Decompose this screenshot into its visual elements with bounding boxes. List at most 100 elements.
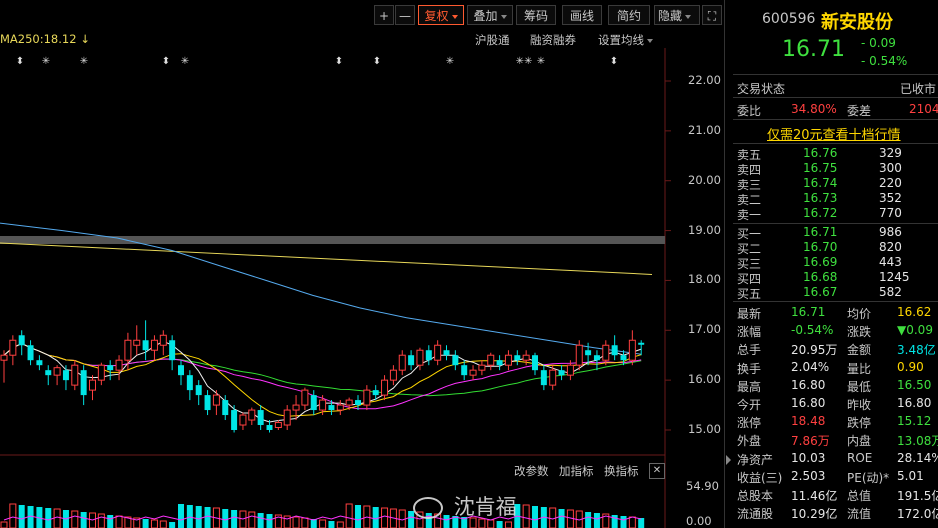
ask-price: 16.73: [803, 191, 838, 205]
candle-body-up: [504, 354, 512, 366]
volume-bar-down: [558, 509, 565, 528]
close-volume-button[interactable]: ✕: [649, 463, 665, 479]
volume-bar-down: [18, 505, 25, 528]
candle-body-up: [549, 369, 557, 386]
stat-label: 流值: [847, 507, 872, 522]
zoom-in-button[interactable]: +: [374, 5, 394, 25]
candle-body-down: [310, 395, 317, 411]
candle-body-down: [540, 370, 547, 386]
event-marker: ✳: [181, 56, 189, 67]
volume-bar-up: [522, 504, 530, 528]
stat-label: 内盘: [847, 434, 872, 449]
y-axis-tick-label: 18.00: [688, 272, 721, 287]
candle-body-up: [628, 339, 636, 361]
chart-area[interactable]: + — 复权 叠加 筹码 画线 简约 隐藏 ⛶ MA250:18.12 ↓ 沪股…: [0, 0, 722, 528]
volume-bar-down: [178, 504, 184, 528]
volume-bar-down: [107, 515, 114, 528]
panel-collapse-handle[interactable]: [724, 0, 733, 528]
candle-body-down: [266, 425, 273, 430]
candle-body-up: [283, 409, 291, 426]
expand-button[interactable]: ⛶: [702, 5, 722, 25]
ma250-line: [0, 242, 653, 275]
chevron-down-icon: [500, 14, 507, 19]
stat-label: 涨幅: [737, 325, 762, 340]
switch-indicator-button[interactable]: 换指标: [604, 464, 639, 478]
candle-body-up: [71, 364, 79, 386]
rongzi-link[interactable]: 融资融券: [530, 33, 576, 47]
ask-label: 卖四: [737, 163, 762, 177]
candle-body-down: [355, 400, 361, 406]
stat-label: 总股本: [737, 489, 774, 503]
volume-bar-down: [408, 511, 415, 528]
ask-volume: 300: [879, 161, 902, 175]
hugutong-link[interactable]: 沪股通: [475, 33, 510, 47]
yincang-button[interactable]: 隐藏: [654, 5, 700, 25]
volume-bar-up: [345, 503, 353, 528]
divider: [733, 97, 938, 98]
ask-label: 卖一: [737, 208, 762, 222]
chevron-down-icon: [647, 38, 653, 43]
volume-bar-down: [611, 515, 618, 528]
chouma-button[interactable]: 筹码: [516, 5, 556, 25]
huaxian-button[interactable]: 画线: [562, 5, 602, 25]
stat-value: 2.503: [791, 468, 826, 483]
promo-link[interactable]: 仅需20元查看十档行情: [767, 128, 901, 143]
stat-label: 涨停: [737, 416, 762, 431]
set-ma-label: 设置均线: [598, 33, 644, 47]
fuquan-label: 复权: [424, 9, 449, 23]
volume-ma-line: [3, 515, 642, 521]
candle-body-down: [62, 370, 69, 381]
stat-label: 净资产: [737, 452, 774, 467]
zoom-out-button[interactable]: —: [395, 5, 415, 25]
bid-label: 买二: [737, 242, 762, 256]
jianyue-button[interactable]: 简约: [608, 5, 650, 25]
divider: [733, 74, 938, 75]
candle-body-down: [328, 405, 335, 411]
weicha-value: 2104: [909, 102, 938, 116]
volume-bar-down: [452, 516, 459, 528]
webi-label: 委比: [737, 104, 762, 118]
bid-volume: 1245: [879, 270, 910, 284]
stat-value: 15.12: [897, 414, 932, 429]
volume-bar-down: [328, 521, 335, 528]
volume-bar-down: [27, 506, 34, 528]
stat-label: 收益(三): [737, 470, 783, 485]
candle-body-up: [0, 354, 8, 361]
candle-body-up: [159, 334, 167, 346]
volume-bar-up: [487, 519, 495, 528]
volume-bar-up: [478, 518, 486, 528]
ma60-line: [0, 222, 642, 355]
candle-body-up: [292, 404, 300, 411]
candle-body-up: [301, 389, 309, 406]
candle-body-up: [319, 399, 327, 411]
diejia-dropdown[interactable]: 叠加: [467, 5, 513, 25]
candle-body-down: [18, 335, 25, 346]
ask-price: 16.74: [803, 176, 838, 190]
candle-body-up: [53, 367, 61, 376]
volume-bar-up: [248, 511, 256, 528]
volume-bar-down: [195, 506, 202, 528]
fuquan-dropdown[interactable]: 复权: [418, 5, 464, 25]
candle-body-up: [381, 379, 389, 396]
add-indicator-button[interactable]: 加指标: [559, 464, 594, 478]
candle-body-down: [514, 355, 521, 361]
watermark-text: 沈肯福: [453, 495, 517, 519]
candle-body-down: [452, 355, 459, 366]
bid-label: 买三: [737, 257, 762, 271]
volume-bar-up: [301, 517, 309, 528]
stat-label: 金额: [847, 343, 872, 358]
candle-body-down: [585, 350, 592, 356]
volume-bar-down: [310, 519, 317, 528]
change-param-button[interactable]: 改参数: [514, 464, 549, 478]
chevron-down-icon: [451, 14, 458, 19]
volume-bar-down: [204, 507, 211, 528]
candle-body-down: [222, 400, 229, 416]
stat-value: 16.50: [897, 377, 932, 392]
volume-bar-up: [504, 521, 512, 528]
candlestick-chart[interactable]: ⬍ ✳ ✳ ⬍ ✳ ⬍ ⬍ ✳ ✳✳ ✳ ⬍: [0, 48, 722, 528]
candle-body-down: [257, 410, 264, 426]
volume-bar-up: [53, 508, 61, 528]
set-ma-dropdown[interactable]: 设置均线: [598, 32, 653, 48]
divider: [733, 223, 938, 224]
event-marker: ✳: [80, 56, 88, 67]
